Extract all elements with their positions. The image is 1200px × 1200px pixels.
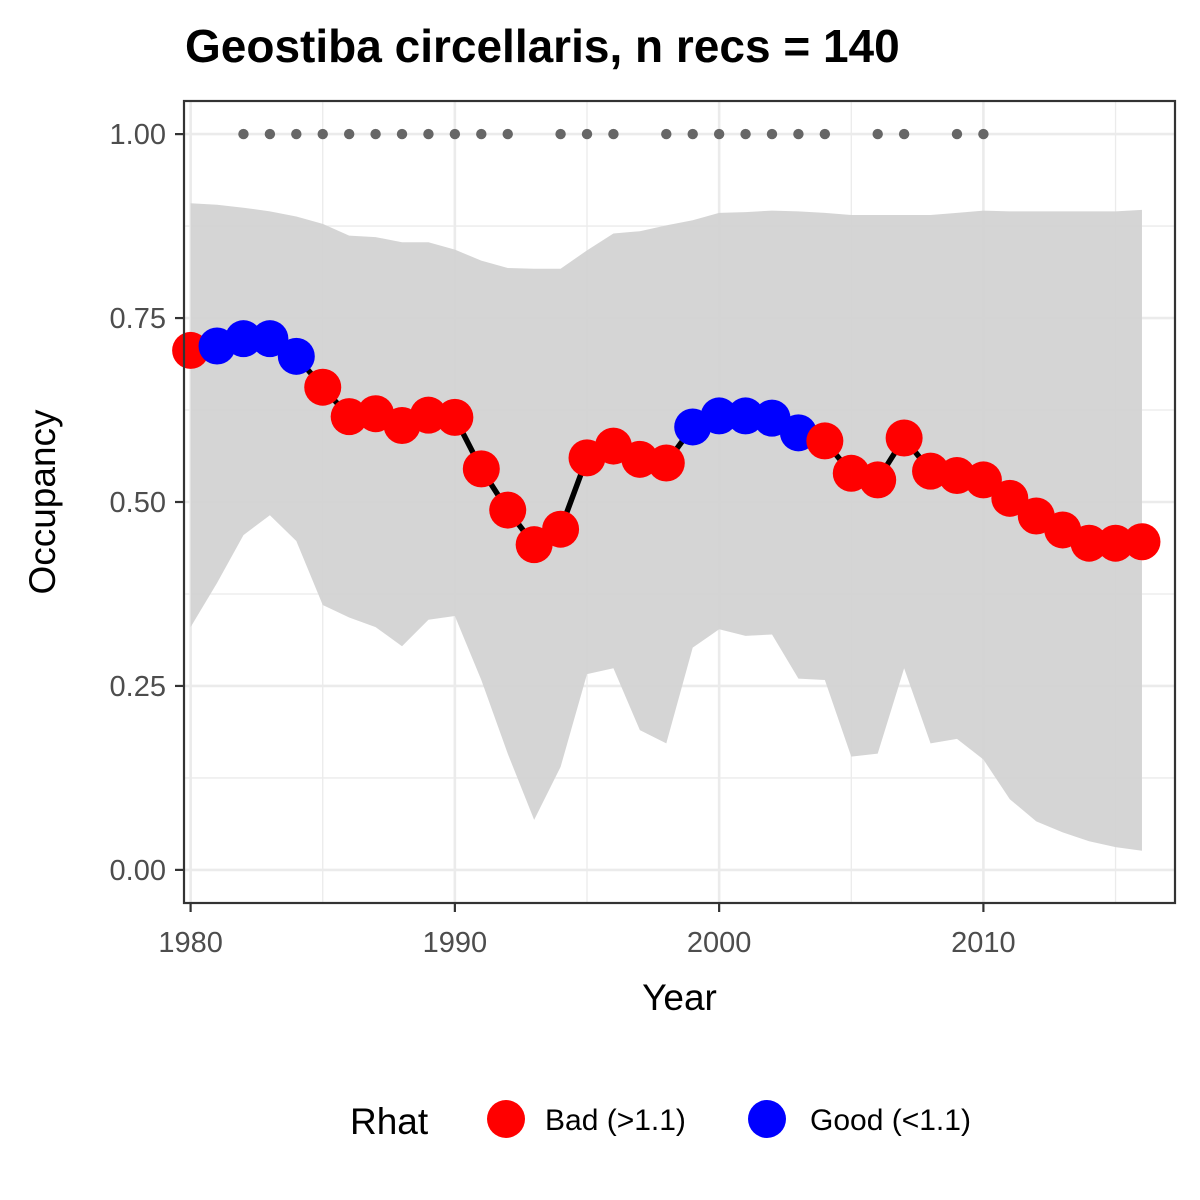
data-point-good bbox=[251, 320, 289, 358]
data-point-bad bbox=[1097, 524, 1135, 562]
record-dot bbox=[317, 128, 328, 140]
y-tick-label: 0.75 bbox=[110, 303, 166, 335]
axes-layer: 0.00 0.25 0.50 0.75 1.00 1980 1990 2000 2010 bbox=[110, 119, 1016, 959]
record-dot bbox=[898, 128, 910, 140]
data-point-bad bbox=[1123, 523, 1161, 561]
record-dot bbox=[819, 128, 831, 140]
y-tick-label: 0.25 bbox=[110, 671, 166, 703]
legend-key-bad bbox=[487, 1100, 525, 1138]
legend-label-bad: Bad (>1.1) bbox=[545, 1104, 686, 1137]
record-dot bbox=[740, 128, 751, 140]
x-tick-label: 2010 bbox=[951, 927, 1016, 959]
data-point-bad bbox=[647, 444, 685, 482]
legend: Rhat Bad (>1.1) Good (<1.1) bbox=[350, 1100, 971, 1142]
record-dot bbox=[661, 128, 672, 140]
record-dot bbox=[238, 128, 249, 140]
data-point-bad bbox=[542, 510, 580, 548]
data-point-bad bbox=[304, 368, 342, 406]
y-tick-label: 0.50 bbox=[110, 487, 166, 519]
record-dot bbox=[978, 128, 989, 140]
record-dot bbox=[343, 128, 355, 140]
data-point-bad bbox=[489, 491, 527, 529]
data-point-good bbox=[277, 337, 315, 375]
data-point-bad bbox=[964, 461, 1002, 499]
data-point-bad bbox=[859, 461, 897, 499]
y-tick-label: 0.00 bbox=[110, 855, 166, 887]
x-tick-label: 2000 bbox=[687, 927, 752, 959]
points-layer bbox=[172, 320, 1161, 564]
record-dot bbox=[449, 128, 461, 140]
record-dot bbox=[608, 128, 619, 140]
x-tick-label: 1990 bbox=[423, 927, 488, 959]
y-tick-label: 1.00 bbox=[110, 119, 166, 151]
record-dot bbox=[370, 128, 381, 140]
record-dot bbox=[476, 128, 487, 140]
data-point-bad bbox=[409, 396, 447, 434]
record-dot bbox=[793, 128, 804, 140]
data-point-good bbox=[727, 397, 765, 435]
y-axis-title: Occupancy bbox=[22, 409, 63, 595]
record-dot bbox=[555, 128, 566, 140]
record-dot bbox=[951, 128, 963, 140]
record-dot bbox=[291, 128, 302, 140]
record-dot bbox=[502, 128, 513, 140]
chart-title: Geostiba circellaris, n recs = 140 bbox=[185, 20, 900, 72]
record-dots-layer bbox=[238, 128, 989, 140]
data-point-bad bbox=[1070, 524, 1108, 562]
legend-label-good: Good (<1.1) bbox=[810, 1104, 971, 1137]
data-point-bad bbox=[885, 419, 923, 457]
record-dot bbox=[581, 128, 593, 140]
credible-interval-layer bbox=[190, 203, 1142, 851]
record-dot bbox=[264, 128, 276, 140]
data-point-bad bbox=[806, 422, 844, 460]
data-point-good bbox=[700, 397, 738, 435]
data-point-bad bbox=[436, 398, 474, 436]
record-dot bbox=[687, 128, 698, 140]
legend-key-good bbox=[748, 1100, 786, 1138]
legend-title: Rhat bbox=[350, 1101, 429, 1142]
x-axis-title: Year bbox=[642, 977, 717, 1018]
data-point-bad bbox=[991, 479, 1029, 517]
record-dot bbox=[872, 128, 883, 140]
record-dot bbox=[766, 128, 778, 140]
record-dot bbox=[423, 128, 434, 140]
credible-interval-ribbon bbox=[190, 203, 1142, 851]
x-tick-label: 1980 bbox=[158, 927, 223, 959]
record-dot bbox=[396, 128, 408, 140]
record-dot bbox=[713, 128, 725, 140]
data-point-good bbox=[224, 320, 262, 358]
data-point-bad bbox=[462, 450, 500, 488]
